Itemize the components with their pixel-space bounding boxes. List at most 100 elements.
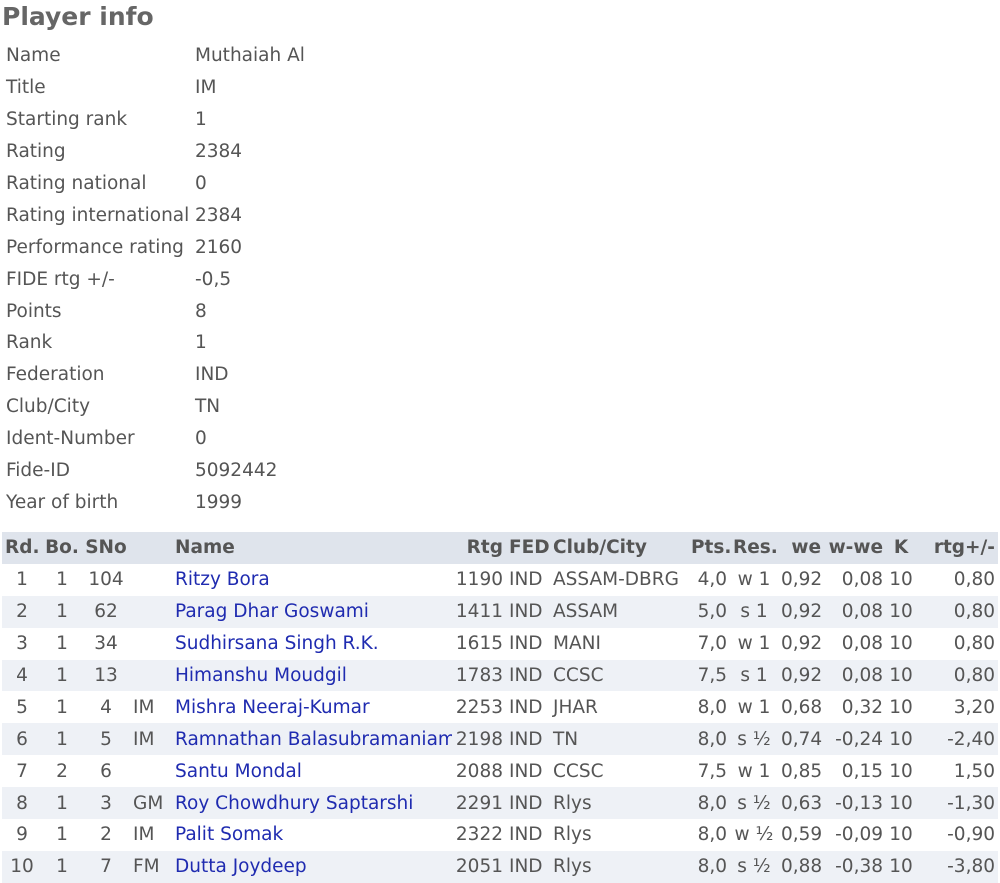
game-row: 7 2 6 Santu Mondal 2088 IND CCSC 7,5 w 1 0,85 0,15… (2, 755, 998, 787)
cell: IND (509, 633, 543, 655)
cell: 9 (16, 824, 28, 846)
cell: 10 (886, 723, 916, 756)
opponent-name[interactable]: Palit Somak (175, 824, 284, 846)
info-row: Rating national 0 (6, 168, 305, 200)
opponent-name[interactable]: Mishra Neeraj-Kumar (175, 696, 370, 718)
info-value: Muthaiah Al (195, 45, 305, 67)
cell: 0,85 (781, 760, 823, 782)
cell: s ½ (730, 787, 778, 820)
cell: IND (506, 723, 550, 756)
cell: 1411 (452, 595, 506, 628)
info-row: Rating 2384 (6, 136, 305, 168)
column-header: Res. (730, 532, 778, 564)
cell (130, 595, 172, 628)
cell: 2 (56, 760, 68, 782)
cell: 0,92 (778, 659, 824, 692)
cell (130, 628, 172, 660)
cell: 0,59 (781, 824, 823, 846)
opponent-name[interactable]: Dutta Joydeep (172, 850, 452, 883)
cell: -0,09 (835, 824, 883, 846)
cell: IND (506, 850, 550, 883)
cell: s ½ (730, 723, 778, 756)
info-row: FIDE rtg +/- -0,5 (6, 263, 305, 295)
cell: 5 (16, 696, 28, 718)
info-row: Ident-Number 0 (6, 423, 305, 455)
cell: 2322 (455, 824, 503, 846)
cell: 8,0 (697, 824, 727, 846)
column-header: Name (172, 532, 452, 564)
cell: 4 (100, 696, 112, 718)
info-row: Name Muthaiah Al (6, 40, 305, 72)
cell: 0,32 (841, 696, 883, 718)
info-row: Rating international 2384 (6, 199, 305, 231)
opponent-name[interactable]: Roy Chowdhury Saptarshi (172, 787, 452, 820)
opponent-name[interactable]: Ramnathan Balasubramaniam (172, 723, 452, 756)
info-value: 1 (195, 332, 207, 354)
header-row: Rd. Bo. SNo Name Rtg FED Club/City Pts. Res. we w-… (2, 532, 998, 564)
info-label: Rating (6, 141, 66, 163)
info-value: TN (195, 396, 221, 418)
game-row: 3 1 34 Sudhirsana Singh R.K. 1615 IND MANI 7,0 w… (2, 628, 998, 660)
cell: 0,92 (781, 569, 823, 591)
game-row: 1 1 104 Ritzy Bora 1190 IND ASSAM-DBRG 4,0 w 1 0,… (2, 564, 998, 596)
cell: CCSC (553, 760, 604, 782)
cell (130, 564, 172, 596)
cell: 1783 (452, 659, 506, 692)
opponent-name[interactable]: Santu Mondal (175, 760, 302, 782)
info-label: Points (6, 300, 62, 322)
cell: 0,15 (841, 760, 883, 782)
column-header: Rd. (2, 532, 42, 564)
cell: 1 (56, 569, 68, 591)
info-value: 5092442 (195, 460, 278, 482)
page-title: Player info (2, 2, 154, 31)
info-value: IM (195, 77, 217, 99)
info-row: Rank 1 (6, 327, 305, 359)
cell: 7,5 (697, 760, 727, 782)
opponent-name[interactable]: Ritzy Bora (175, 569, 270, 591)
info-label: Club/City (6, 396, 91, 418)
cell: 1 (56, 633, 68, 655)
cell: Rlys (550, 787, 688, 820)
opponent-name[interactable]: Sudhirsana Singh R.K. (175, 633, 379, 655)
cell: s 1 (730, 659, 778, 692)
cell: 10 (886, 787, 916, 820)
cell: w 1 (737, 633, 771, 655)
cell: 1190 (455, 569, 503, 591)
info-row: Title IM (6, 72, 305, 104)
info-value: IND (195, 364, 229, 386)
cell: 10 (889, 824, 913, 846)
cell: s ½ (730, 850, 778, 883)
cell: 104 (88, 569, 124, 591)
cell: ASSAM (550, 595, 688, 628)
cell: 8,0 (688, 723, 730, 756)
cell: GM (130, 787, 172, 820)
cell: 0,80 (953, 569, 995, 591)
cell: 0,92 (778, 595, 824, 628)
info-label: Fide-ID (6, 460, 70, 482)
cell: 1 (42, 723, 82, 756)
cell: CCSC (550, 659, 688, 692)
cell: -0,24 (824, 723, 886, 756)
cell: 3 (82, 787, 130, 820)
cell: 1615 (455, 633, 503, 655)
column-header: Club/City (550, 532, 688, 564)
column-header: FED (506, 532, 550, 564)
opponent-name[interactable]: Parag Dhar Goswami (172, 595, 452, 628)
column-header: we (778, 532, 824, 564)
cell: 0,80 (916, 659, 998, 692)
cell: 0,68 (781, 696, 823, 718)
cell (130, 755, 172, 787)
cell: 0,74 (778, 723, 824, 756)
cell: 8,0 (697, 696, 727, 718)
player-info: Name Muthaiah Al Title IM Starting rank 1 Rati… (6, 40, 305, 518)
info-value: 2384 (195, 141, 243, 163)
cell: ASSAM-DBRG (553, 569, 679, 591)
cell: 8,0 (688, 850, 730, 883)
cell: 1 (42, 850, 82, 883)
cell: 0,88 (778, 850, 824, 883)
column-header: w-we (824, 532, 886, 564)
info-label: Ident-Number (6, 428, 135, 450)
cell: 6 (100, 760, 112, 782)
opponent-name[interactable]: Himanshu Moudgil (172, 659, 452, 692)
